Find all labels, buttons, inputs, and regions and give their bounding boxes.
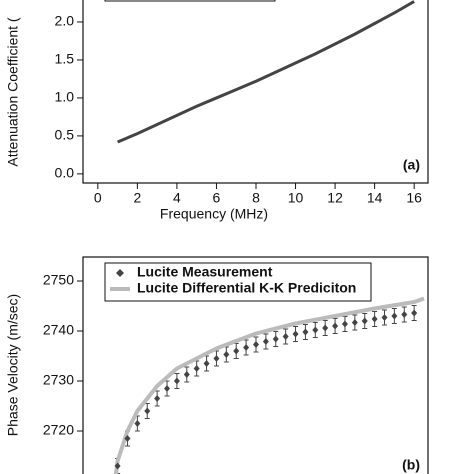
legend-box [104,0,276,2]
plot-frame [82,256,429,474]
x-axis-label: Frequency (MHz) [160,206,268,222]
plot-frame [82,0,429,184]
data-point [272,335,279,343]
data-point [223,351,230,358]
data-point [292,330,299,338]
panel-label: (b) [402,457,420,473]
data-point [391,312,398,320]
data-point [154,395,161,402]
data-point [312,326,319,334]
panel-label: (a) [403,157,420,173]
legend-marker [116,269,124,277]
y-tick-label: 1.0 [55,89,75,105]
data-point [233,347,240,355]
x-tick-label: 14 [367,190,383,206]
data-point [124,435,131,442]
data-point [322,324,329,332]
data-point [134,420,141,427]
plot-area [117,0,415,144]
y-tick-label: 0.0 [55,165,75,181]
data-point [252,341,259,348]
data-point [361,317,368,325]
data-point [341,320,348,328]
y-tick-label: 0.5 [55,127,75,143]
legend-label: Lucite Differential K-K Prediciton [137,280,356,296]
y-tick-label: 2730 [43,372,74,388]
y-tick-label: 2720 [43,422,74,438]
legend-box [104,262,372,302]
data-line [113,296,425,474]
data-point [411,309,418,317]
y-tick-label: 2.0 [55,13,75,29]
y-axis-label: Phase Velocity (m/sec) [5,294,21,436]
data-point [302,328,309,336]
legend-label: Lucite Measurement [137,264,273,280]
data-point [381,314,388,321]
x-tick-label: 16 [406,190,422,206]
data-point [164,385,171,392]
data-point [243,344,250,351]
data-point [114,462,121,470]
x-tick-label: 6 [213,190,221,206]
data-point [144,407,151,415]
x-tick-label: 0 [94,190,102,206]
data-point [262,338,269,345]
x-tick-label: 12 [327,190,343,206]
y-tick-label: 2750 [43,272,74,288]
data-point [371,315,378,323]
data-point [282,333,289,340]
data-point [173,377,180,385]
data-point [203,360,210,367]
x-tick-label: 8 [252,190,260,206]
plot-area [113,296,425,474]
y-tick-label: 1.5 [55,51,75,67]
data-point [193,365,200,372]
y-axis-label: Attenuation Coefficient ( [5,17,21,167]
y-tick-label: 2740 [43,322,74,338]
x-tick-label: 10 [288,190,304,206]
x-tick-label: 2 [133,190,141,206]
data-point [213,355,220,362]
data-line [117,0,415,144]
data-point [183,371,190,378]
data-point [332,322,339,330]
data-point [401,311,408,318]
x-tick-label: 4 [173,190,181,206]
data-point [351,319,358,326]
